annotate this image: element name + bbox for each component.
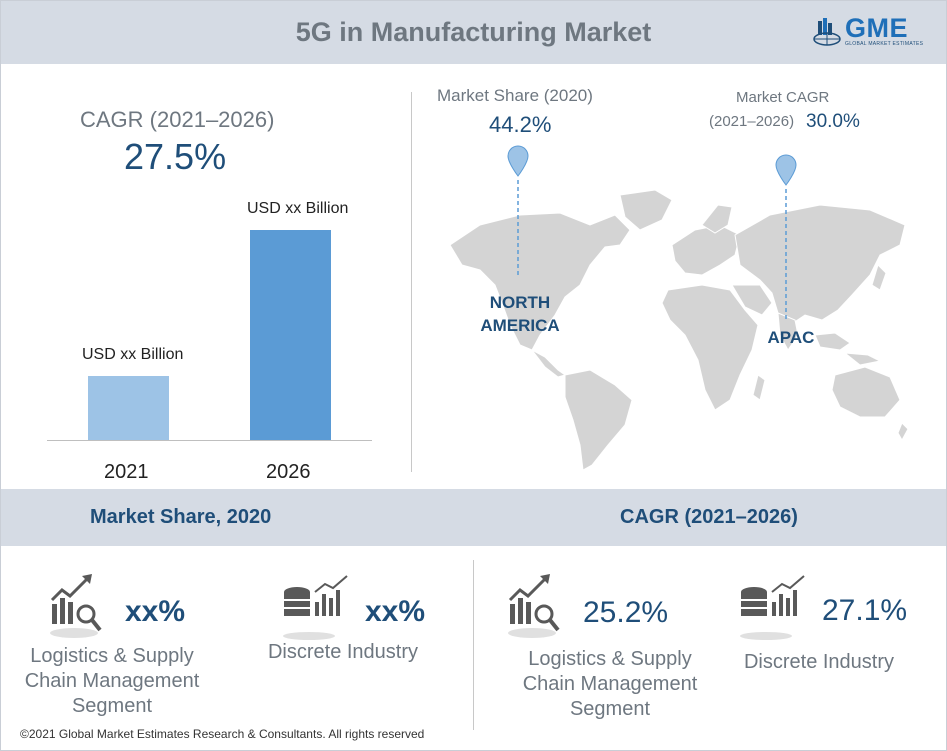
share-logistics-label: Logistics & Supply Chain Management Segm… (12, 644, 212, 719)
market-cagr-label: Market CAGR (736, 89, 830, 106)
database-chart-icon (283, 575, 348, 640)
bar-data-label-2021: USD xx Billion (82, 346, 184, 363)
share-logistics-value: xx% (125, 595, 186, 628)
region-north-america-line1: NORTH (489, 293, 551, 312)
bar-2026 (250, 230, 331, 440)
region-north-america: NORTH AMERICA (478, 291, 562, 337)
label-line: Segment (569, 698, 651, 720)
label-line: Segment (71, 695, 153, 717)
page-title: 5G in Manufacturing Market (295, 17, 652, 47)
cagr-discrete-label: Discrete Industry (729, 650, 909, 675)
footer-copyright: ©2021 Global Market Estimates Research &… (20, 727, 425, 741)
chart-magnifier-icon (508, 574, 560, 638)
market-cagr-period: (2021–2026) (709, 113, 795, 130)
market-share-heading: Market Share, 2020 (90, 506, 272, 528)
region-north-america-line2: AMERICA (480, 316, 560, 335)
share-discrete-label: Discrete Industry (253, 640, 433, 665)
cagr-discrete-value: 27.1% (822, 594, 908, 627)
cagr-logistics-value: 25.2% (583, 596, 669, 629)
label-line: Chain Management (522, 673, 698, 695)
label-line: Chain Management (24, 670, 200, 692)
x-tick-2021: 2021 (104, 461, 149, 483)
label-line: Logistics & Supply (30, 645, 194, 667)
north-america-pin (507, 145, 529, 276)
logo-text: GME (845, 13, 909, 43)
chart-magnifier-icon (50, 574, 102, 638)
header-bar: 5G in Manufacturing Market GME GLOBAL MA… (1, 1, 946, 64)
gme-logo: GME GLOBAL MARKET ESTIMATES (813, 13, 933, 49)
label-line: Logistics & Supply (528, 648, 692, 670)
market-share-value: 44.2% (489, 112, 552, 137)
chart-baseline (47, 440, 372, 441)
vertical-divider (411, 92, 412, 472)
share-discrete-value: xx% (365, 595, 426, 628)
cagr-logistics-label: Logistics & Supply Chain Management Segm… (510, 647, 710, 722)
database-chart-icon (740, 575, 805, 640)
apac-pin (775, 154, 797, 319)
cagr-value: 27.5% (124, 136, 227, 177)
logo-subtext: GLOBAL MARKET ESTIMATES (845, 41, 924, 47)
market-share-label: Market Share (2020) (437, 86, 593, 105)
label-line: Discrete Industry (743, 651, 895, 673)
bar-data-label-2026: USD xx Billion (247, 200, 349, 217)
section-band (1, 489, 946, 546)
world-map (449, 189, 909, 471)
cagr-heading: CAGR (2021–2026) (620, 506, 798, 528)
bar-2021 (88, 376, 169, 440)
region-apac: APAC (767, 328, 815, 347)
globe-building-icon (813, 18, 841, 46)
label-line: Discrete Industry (267, 641, 419, 663)
bottom-vertical-divider (473, 560, 474, 730)
market-cagr-value: 30.0% (806, 111, 860, 132)
cagr-label: CAGR (2021–2026) (80, 107, 275, 132)
x-tick-2026: 2026 (266, 461, 311, 483)
